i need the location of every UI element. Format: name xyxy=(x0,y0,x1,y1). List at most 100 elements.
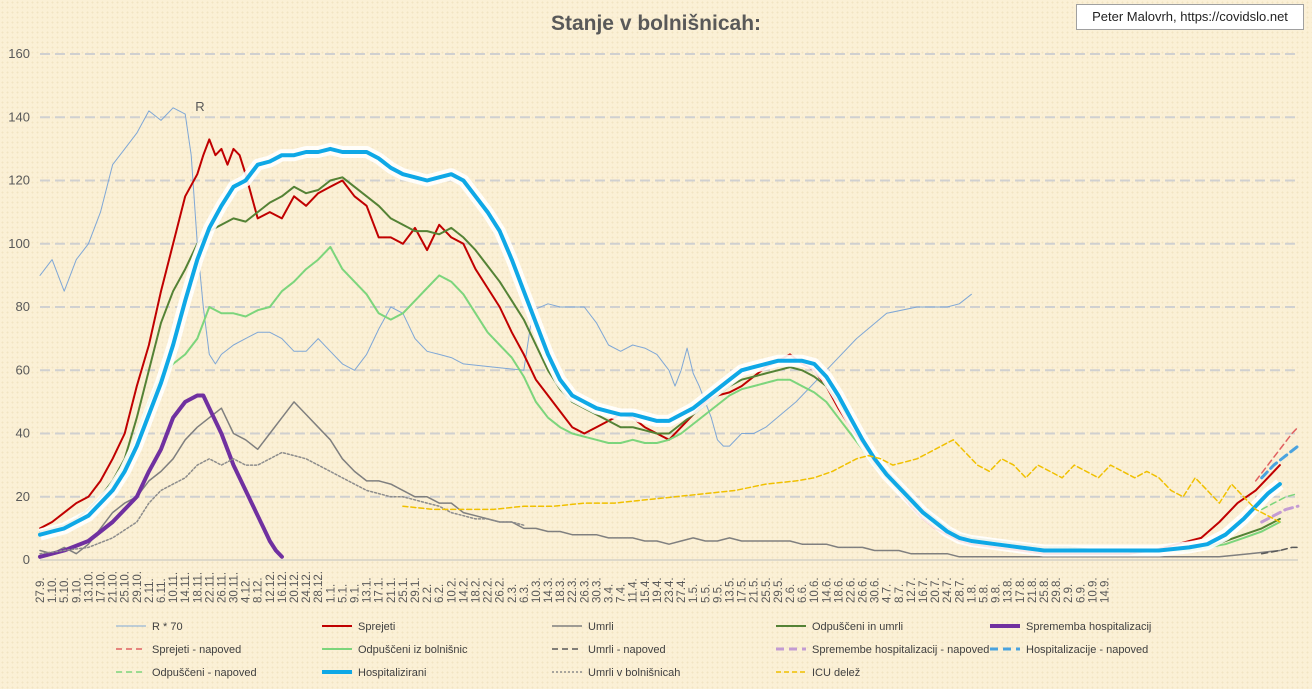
x-tick-label: 26.2. xyxy=(495,577,507,603)
x-tick-label: 5.8. xyxy=(979,584,991,603)
series-line-8 xyxy=(1260,504,1300,524)
x-tick-label: 25.1. xyxy=(398,577,410,603)
series-line-9 xyxy=(1260,444,1300,480)
x-tick-label: 17.1. xyxy=(374,577,386,603)
series-line-11 xyxy=(38,146,1282,553)
series-glow xyxy=(38,142,1284,557)
x-tick-label: 28.12. xyxy=(313,571,325,603)
x-tick-label: 12.7. xyxy=(906,577,918,603)
series-line-12 xyxy=(39,451,525,555)
x-tick-label: 1.10. xyxy=(47,577,59,603)
x-tick-label: 2.6. xyxy=(785,584,797,603)
x-tick-label: 13.1. xyxy=(362,577,374,603)
credit-box: Peter Malovrh, https://covidslo.net xyxy=(1076,4,1304,30)
x-tick-label: 3.4. xyxy=(604,584,616,603)
x-tick-label: 29.8. xyxy=(1051,577,1063,603)
y-tick-label: 0 xyxy=(23,552,30,567)
legend-label: Hospitalizirani xyxy=(358,667,426,679)
x-tick-label: 9.1. xyxy=(350,584,362,603)
legend-label: Sprejeti - napoved xyxy=(152,644,241,656)
annotation-label: R xyxy=(195,99,204,114)
x-tick-label: 10.11. xyxy=(168,572,180,603)
x-tick-label: 2.9. xyxy=(1063,584,1075,603)
x-tick-label: 14.11. xyxy=(180,572,192,603)
x-tick-label: 10.2. xyxy=(446,577,458,603)
legend-label: Odpuščeni iz bolnišnic xyxy=(358,644,468,656)
x-tick-label: 6.3. xyxy=(519,584,531,603)
x-tick-label: 16.7. xyxy=(918,577,930,603)
annotations: R xyxy=(195,99,204,114)
x-tick-label: 2.11. xyxy=(144,578,156,603)
x-tick-label: 14.9. xyxy=(1099,577,1111,603)
grid xyxy=(40,53,1298,561)
x-tick-label: 1.8. xyxy=(966,584,978,603)
x-tick-label: 21.5. xyxy=(749,577,761,603)
legend-label: Sprejeti xyxy=(358,621,395,633)
series-line-3 xyxy=(39,176,1281,552)
x-tick-label: 18.11. xyxy=(192,572,204,603)
x-tick-label: 26.3. xyxy=(579,577,591,603)
x-tick-label: 4.7. xyxy=(882,584,894,603)
x-tick-label: 5.1. xyxy=(337,584,349,603)
series-line-6 xyxy=(39,245,1281,552)
x-tick-label: 27.9. xyxy=(35,577,47,603)
x-tick-label: 6.6. xyxy=(797,584,809,603)
x-tick-label: 26.11. xyxy=(216,572,228,603)
y-tick-label: 20 xyxy=(16,489,30,504)
x-tick-label: 14.2. xyxy=(458,577,470,603)
x-tick-label: 9.8. xyxy=(991,584,1003,603)
legend-label: Odpuščeni in umrli xyxy=(812,621,903,633)
x-tick-label: 2.3. xyxy=(507,584,519,603)
x-tick-label: 4.12. xyxy=(241,577,253,603)
x-tick-label: 6.2. xyxy=(434,584,446,603)
legend-label: Hospitalizacije - napoved xyxy=(1026,644,1148,656)
x-tick-label: 28.7. xyxy=(954,577,966,603)
x-tick-label: 6.9. xyxy=(1075,584,1087,603)
x-tick-label: 18.6. xyxy=(833,577,845,603)
legend-label: R * 70 xyxy=(152,621,183,633)
x-tick-label: 21.8. xyxy=(1027,577,1039,603)
x-tick-label: 10.9. xyxy=(1087,577,1099,603)
x-tick-label: 8.12. xyxy=(253,577,265,603)
x-tick-label: 17.10. xyxy=(95,571,107,603)
x-tick-label: 6.11. xyxy=(156,578,168,603)
x-tick-label: 25.10. xyxy=(120,571,132,603)
x-tick-label: 10.6. xyxy=(809,577,821,603)
legend-label: Odpuščeni - napoved xyxy=(152,667,257,679)
x-tick-label: 17.8. xyxy=(1015,577,1027,603)
x-tick-label: 13.10. xyxy=(83,571,95,603)
x-tick-label: 29.1. xyxy=(410,577,422,603)
y-tick-label: 120 xyxy=(8,173,30,188)
x-tick-label: 7.4. xyxy=(616,584,628,603)
legend: R * 70 Sprejeti Umrli Odpuščeni in umrli Spr… xyxy=(116,621,1151,679)
x-tick-label: 21.1. xyxy=(386,577,398,603)
x-tick-label: 2.2. xyxy=(422,584,434,603)
legend-label: Sprememba hospitalizacij xyxy=(1026,621,1151,633)
x-tick-label: 14.3. xyxy=(543,577,555,603)
x-tick-label: 1.1. xyxy=(325,584,337,603)
x-tick-label: 23.4. xyxy=(664,577,676,603)
legend-label: Umrli xyxy=(588,621,614,633)
series-line-4 xyxy=(38,393,284,559)
x-tick-label: 25.8. xyxy=(1039,577,1051,603)
y-tick-label: 40 xyxy=(16,426,30,441)
series-line-0 xyxy=(39,107,972,447)
x-tick-label: 9.5. xyxy=(712,584,724,603)
x-tick-label: 22.2. xyxy=(483,577,495,603)
series-line-5 xyxy=(1254,426,1299,482)
y-tick-label: 160 xyxy=(8,46,30,61)
x-tick-label: 11.4. xyxy=(628,578,640,603)
x-tick-label: 5.10. xyxy=(59,577,71,603)
x-tick-label: 12.12. xyxy=(265,571,277,603)
y-tick-label: 100 xyxy=(8,236,30,251)
legend-label: ICU delež xyxy=(812,667,860,679)
x-tick-label: 16.12. xyxy=(277,571,289,603)
x-tick-label: 22.11. xyxy=(204,572,216,603)
x-tick-label: 13.5. xyxy=(724,577,736,603)
legend-label: Spremembe hospitalizacij - napoved xyxy=(812,644,989,656)
x-tick-label: 20.7. xyxy=(930,577,942,603)
series-line-13 xyxy=(402,439,1281,523)
y-tick-label: 60 xyxy=(16,362,30,377)
x-tick-label: 30.3. xyxy=(591,577,603,603)
